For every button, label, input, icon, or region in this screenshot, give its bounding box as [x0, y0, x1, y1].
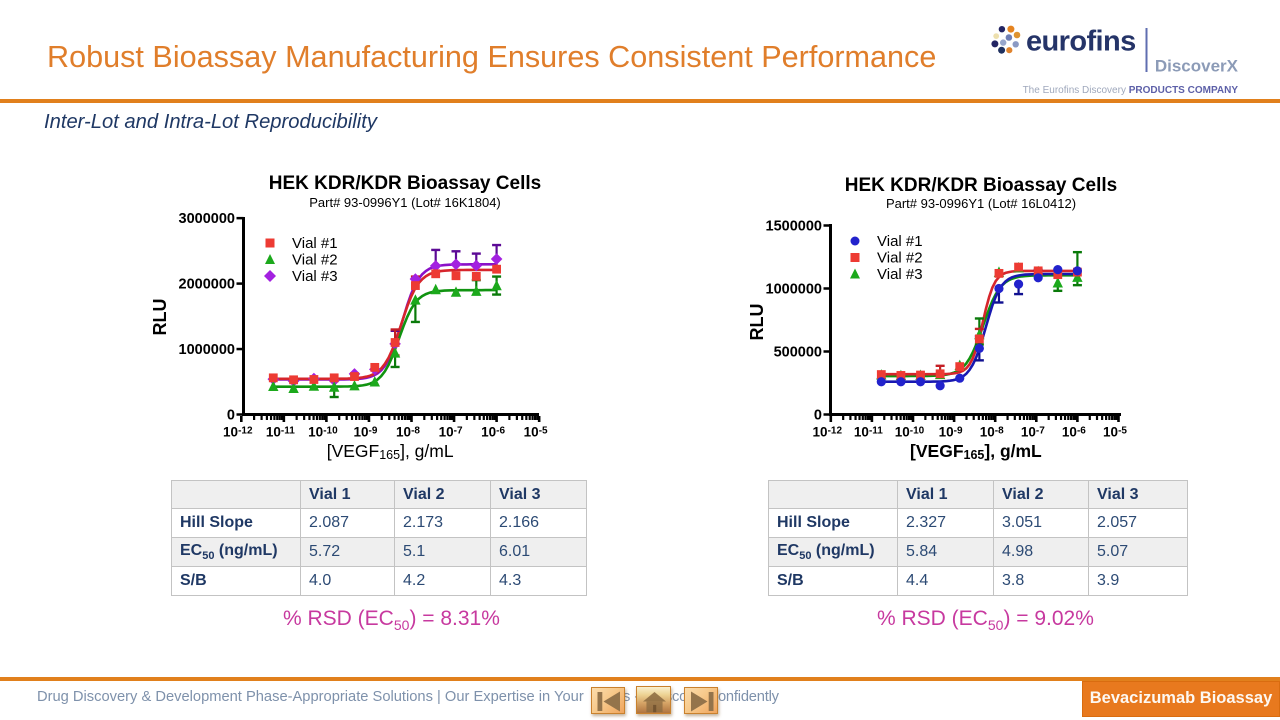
svg-text:[VEGF165], g/mL: [VEGF165], g/mL — [910, 441, 1042, 462]
svg-text:500000: 500000 — [774, 345, 822, 361]
svg-text:Vial #3: Vial #3 — [877, 266, 923, 283]
svg-text:10-7: 10-7 — [439, 425, 463, 440]
svg-text:eurofins: eurofins — [1026, 26, 1136, 58]
svg-text:10-5: 10-5 — [524, 425, 548, 440]
svg-text:1500000: 1500000 — [766, 219, 822, 235]
svg-text:10-12: 10-12 — [813, 425, 843, 440]
svg-text:RLU: RLU — [150, 299, 170, 336]
svg-text:10-9: 10-9 — [939, 425, 963, 440]
svg-text:Vial #1: Vial #1 — [877, 233, 923, 250]
svg-text:The Eurofins Discovery PRODUCT: The Eurofins Discovery PRODUCTS COMPANY — [1023, 85, 1239, 96]
svg-text:10-6: 10-6 — [1062, 425, 1086, 440]
svg-text:1000000: 1000000 — [179, 342, 235, 358]
svg-text:2000000: 2000000 — [179, 277, 235, 293]
svg-text:10-11: 10-11 — [854, 425, 883, 440]
svg-text:10-6: 10-6 — [481, 425, 505, 440]
svg-text:DiscoverX: DiscoverX — [1155, 57, 1239, 76]
svg-text:Vial #1: Vial #1 — [292, 235, 338, 252]
svg-text:Vial #2: Vial #2 — [292, 252, 338, 269]
svg-text:Part# 93-0996Y1 (Lot# 16K1804): Part# 93-0996Y1 (Lot# 16K1804) — [309, 195, 501, 210]
svg-text:10-9: 10-9 — [353, 425, 377, 440]
svg-text:0: 0 — [814, 408, 822, 424]
svg-text:3000000: 3000000 — [179, 211, 235, 227]
svg-text:10-11: 10-11 — [266, 425, 295, 440]
svg-text:10-8: 10-8 — [396, 425, 420, 440]
svg-text:10-5: 10-5 — [1103, 425, 1127, 440]
svg-text:10-8: 10-8 — [980, 425, 1004, 440]
svg-text:1000000: 1000000 — [766, 282, 822, 298]
svg-text:[VEGF165], g/mL: [VEGF165], g/mL — [327, 441, 454, 462]
svg-text:Part# 93-0996Y1 (Lot# 16L0412): Part# 93-0996Y1 (Lot# 16L0412) — [886, 196, 1076, 211]
svg-text:10-7: 10-7 — [1021, 425, 1045, 440]
svg-text:10-10: 10-10 — [308, 425, 338, 440]
svg-text:Vial #3: Vial #3 — [292, 268, 338, 285]
svg-text:10-12: 10-12 — [223, 425, 253, 440]
svg-text:HEK KDR/KDR Bioassay Cells: HEK KDR/KDR Bioassay Cells — [845, 175, 1117, 196]
svg-text:HEK KDR/KDR Bioassay Cells: HEK KDR/KDR Bioassay Cells — [269, 173, 541, 194]
svg-text:0: 0 — [227, 408, 235, 424]
svg-text:Vial #2: Vial #2 — [877, 250, 923, 267]
svg-text:RLU: RLU — [747, 304, 767, 341]
svg-text:10-10: 10-10 — [895, 425, 925, 440]
